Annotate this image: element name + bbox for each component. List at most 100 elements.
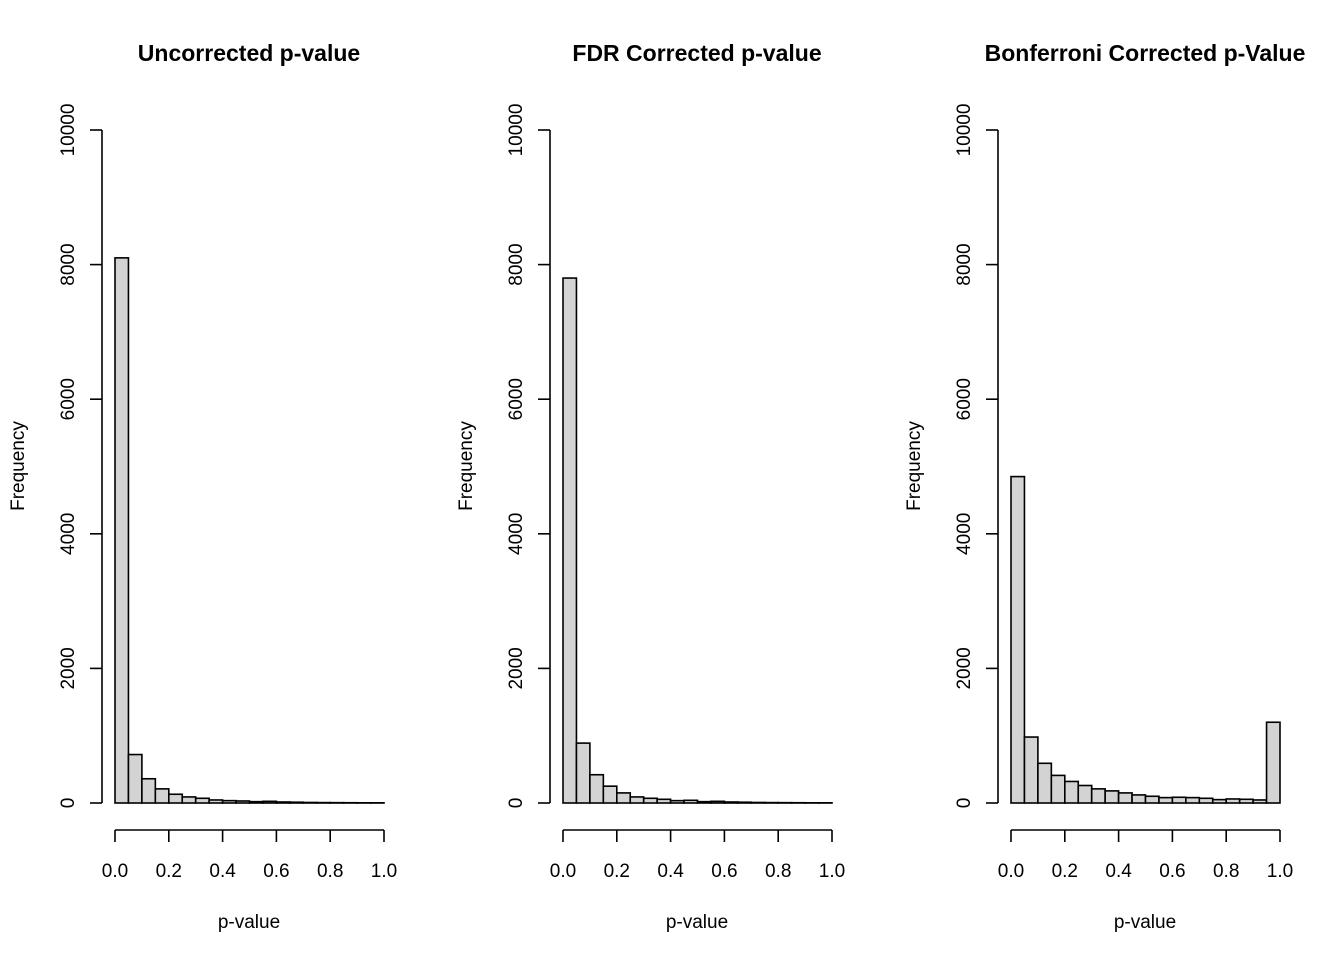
histogram-panel-bonferroni: Bonferroni Corrected p-Value Frequency p… (904, 40, 1305, 933)
y-axis-label: Frequency (456, 421, 477, 511)
histogram-bar (168, 793, 184, 804)
histogram-bar (656, 798, 672, 804)
x-tick-label: 0.8 (1213, 861, 1239, 882)
histogram-bar (262, 800, 278, 804)
x-tick-label: 1.0 (1267, 861, 1293, 882)
histogram-bar (235, 800, 251, 804)
histogram-bar (1252, 799, 1268, 804)
x-tick-label: 1.0 (819, 861, 845, 882)
x-tick-label: 0.6 (1159, 861, 1185, 882)
histogram-bar (302, 801, 318, 804)
histogram-bar (629, 796, 645, 804)
y-tick-label: 4000 (506, 513, 527, 555)
histogram-bar (737, 801, 753, 804)
bars-group (114, 257, 385, 804)
histogram-bar (1185, 796, 1201, 804)
histogram-bar (669, 799, 685, 804)
bars-group (1010, 475, 1281, 804)
histogram-bar (1023, 736, 1039, 804)
histogram-bar (1131, 794, 1147, 804)
histogram-bar (642, 797, 658, 804)
y-tick-label: 0 (954, 798, 975, 809)
histogram-bar (248, 800, 264, 804)
chart-title: Bonferroni Corrected p-Value (985, 40, 1306, 66)
histogram-bar (208, 799, 224, 804)
x-axis: 0.0 0.2 0.4 0.6 0.8 1.0 (550, 829, 845, 882)
histogram-bar (750, 801, 766, 804)
histogram-bar (154, 788, 170, 804)
histogram-bar (194, 797, 210, 804)
histogram-bar (127, 753, 143, 804)
x-axis-label: p-value (666, 912, 728, 933)
y-tick-label: 10000 (58, 104, 79, 157)
histogram-bar (615, 792, 632, 804)
histogram-bar (1211, 798, 1227, 804)
histogram-bar (1090, 788, 1106, 804)
y-tick-label: 6000 (58, 378, 79, 420)
y-tick-label: 2000 (954, 647, 975, 689)
y-axis: 0 2000 4000 6000 8000 10000 (506, 104, 551, 809)
histogram-bar (1077, 784, 1093, 804)
histogram-bar (221, 799, 237, 804)
histogram-bar (1050, 774, 1066, 804)
histogram-bar (1198, 797, 1214, 804)
histogram-bar (1037, 762, 1053, 804)
histogram-bar (1158, 796, 1174, 804)
histogram-panel-uncorrected: Uncorrected p-value Frequency p-value 0 2… (8, 40, 397, 933)
histogram-bar (1064, 780, 1080, 804)
x-tick-label: 0.2 (1052, 861, 1078, 882)
histogram-bar (1010, 475, 1026, 804)
histogram-bar (181, 796, 197, 804)
x-tick-label: 0.2 (604, 861, 630, 882)
x-tick-label: 1.0 (371, 861, 397, 882)
chart-title: FDR Corrected p-value (572, 40, 821, 66)
histogram-bar (1117, 792, 1133, 804)
histogram-bar (575, 742, 591, 804)
y-tick-label: 4000 (58, 513, 79, 555)
histogram-bar (1225, 798, 1241, 804)
histogram-panel-fdr: FDR Corrected p-value Frequency p-value … (456, 40, 845, 933)
y-tick-label: 2000 (506, 647, 527, 689)
x-tick-label: 0.4 (1105, 861, 1132, 882)
x-tick-label: 0.6 (263, 861, 289, 882)
x-tick-label: 0.0 (102, 861, 128, 882)
y-axis: 0 2000 4000 6000 8000 10000 (954, 104, 999, 809)
x-tick-label: 0.8 (765, 861, 791, 882)
x-tick-label: 0.0 (998, 861, 1024, 882)
x-tick-label: 0.4 (657, 861, 684, 882)
x-axis-label: p-value (218, 912, 280, 933)
histogram-bar (562, 277, 578, 804)
x-tick-label: 0.4 (209, 861, 236, 882)
histogram-bar (723, 801, 739, 804)
y-tick-label: 4000 (954, 513, 975, 555)
histogram-bar (275, 801, 291, 804)
histogram-bar (696, 800, 712, 804)
histogram-bar (602, 785, 618, 804)
y-axis-label: Frequency (904, 421, 925, 511)
y-tick-label: 10000 (506, 104, 527, 157)
x-tick-label: 0.2 (156, 861, 182, 882)
y-tick-label: 0 (506, 798, 527, 809)
y-tick-label: 0 (58, 798, 79, 809)
histogram-bar (710, 800, 726, 804)
histogram-bar (141, 777, 157, 804)
y-axis: 0 2000 4000 6000 8000 10000 (58, 104, 103, 809)
histogram-bar (114, 257, 130, 804)
histogram-bar (1171, 796, 1187, 804)
chart-title: Uncorrected p-value (138, 40, 360, 66)
histogram-bar (289, 801, 305, 804)
y-tick-label: 2000 (58, 647, 79, 689)
x-tick-label: 0.6 (711, 861, 737, 882)
x-tick-label: 0.0 (550, 861, 576, 882)
histogram-bar (683, 799, 699, 804)
x-axis: 0.0 0.2 0.4 0.6 0.8 1.0 (102, 829, 397, 882)
histogram-bar (1104, 790, 1120, 804)
histogram-bar (1238, 798, 1254, 804)
histogram-bar (1265, 721, 1281, 804)
y-tick-label: 6000 (954, 378, 975, 420)
x-axis-label: p-value (1114, 912, 1176, 933)
histogram-bar (589, 773, 605, 804)
bars-group (562, 277, 833, 804)
histogram-bar (1144, 795, 1160, 804)
